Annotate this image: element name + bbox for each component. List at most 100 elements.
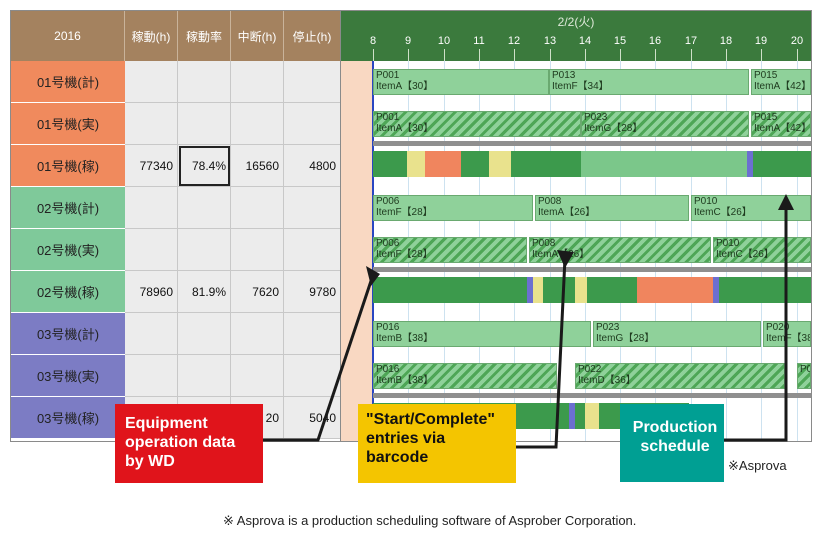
cell-operating-hours[interactable] bbox=[125, 313, 178, 355]
cell-stop-hours[interactable] bbox=[284, 187, 341, 229]
header-interruption-hours[interactable]: 中断(h) bbox=[231, 11, 284, 61]
row-label[interactable]: 03号機(実) bbox=[11, 355, 125, 397]
operation-segment bbox=[713, 277, 719, 303]
header-operating-rate[interactable]: 稼動率 bbox=[178, 11, 231, 61]
cell-operating-hours[interactable]: 78960 bbox=[125, 271, 178, 313]
cell-operating-hours[interactable] bbox=[125, 103, 178, 145]
cell-interruption-hours[interactable] bbox=[231, 313, 284, 355]
cell-stop-hours[interactable]: 4800 bbox=[284, 145, 341, 187]
operation-segment bbox=[587, 277, 637, 303]
header-operating-hours[interactable]: 稼動(h) bbox=[125, 11, 178, 61]
row-label[interactable]: 01号機(稼) bbox=[11, 145, 125, 187]
planned-op-bar[interactable]: P016 ItemB【38】 bbox=[373, 321, 591, 347]
cell-interruption-hours[interactable] bbox=[231, 61, 284, 103]
planned-op-bar[interactable]: P013 ItemF【34】 bbox=[549, 69, 749, 95]
operation-segment bbox=[373, 151, 407, 177]
planned-op-bar[interactable]: P006 ItemF【28】 bbox=[373, 195, 533, 221]
actual-op-bar[interactable]: P022 ItemD【36】 bbox=[575, 363, 785, 389]
schedule-callout: Production schedule bbox=[620, 404, 724, 482]
hour-tick bbox=[444, 49, 445, 61]
row-label[interactable]: 01号機(計) bbox=[11, 61, 125, 103]
operation-segment bbox=[575, 277, 587, 303]
hour-label: 16 bbox=[648, 35, 662, 47]
operation-segment bbox=[489, 151, 511, 177]
gantt-header: 2/2(火) 8 9 10 11 12 13 14 15 16 17 18 19 20 bbox=[341, 11, 811, 61]
actual-op-bar[interactable]: P0 bbox=[797, 363, 811, 389]
planned-op-bar[interactable]: P015 ItemA【42】 bbox=[751, 69, 811, 95]
cell-operating-hours[interactable] bbox=[125, 229, 178, 271]
row-label[interactable]: 03号機(稼) bbox=[11, 397, 125, 439]
row-label[interactable]: 02号機(実) bbox=[11, 229, 125, 271]
cell-operating-hours[interactable]: 77340 bbox=[125, 145, 178, 187]
hour-label: 10 bbox=[437, 35, 451, 47]
row-label[interactable]: 02号機(稼) bbox=[11, 271, 125, 313]
cell-operating-rate-selected[interactable]: 78.4% bbox=[178, 145, 231, 187]
actual-op-bar[interactable]: P023 ItemG【28】 bbox=[581, 111, 749, 137]
barcode-callout: "Start/Complete" entries via barcode bbox=[358, 404, 516, 483]
actual-op-bar[interactable]: P006 ItemF【28】 bbox=[373, 237, 527, 263]
header-year[interactable]: 2016 bbox=[11, 11, 125, 61]
hour-tick bbox=[620, 49, 621, 61]
planned-op-bar[interactable]: P023 ItemG【28】 bbox=[593, 321, 761, 347]
actual-gap-strip bbox=[373, 267, 811, 272]
cell-interruption-hours[interactable] bbox=[231, 187, 284, 229]
cell-operating-hours[interactable] bbox=[125, 187, 178, 229]
hour-tick bbox=[550, 49, 551, 61]
operation-segment bbox=[373, 277, 527, 303]
cell-operating-hours[interactable] bbox=[125, 61, 178, 103]
operation-segment bbox=[527, 277, 533, 303]
cell-interruption-hours[interactable] bbox=[231, 229, 284, 271]
row-label[interactable]: 02号機(計) bbox=[11, 187, 125, 229]
actual-gap-strip bbox=[373, 393, 811, 398]
actual-op-bar[interactable]: P015 ItemA【42】 bbox=[751, 111, 811, 137]
operation-segment bbox=[637, 277, 713, 303]
row-label[interactable]: 03号機(計) bbox=[11, 313, 125, 355]
actual-op-bar[interactable]: P010 ItemC【26】 bbox=[713, 237, 811, 263]
hour-label: 8 bbox=[369, 35, 377, 47]
hour-tick bbox=[373, 49, 374, 61]
cell-interruption-hours[interactable]: 16560 bbox=[231, 145, 284, 187]
cell-interruption-hours[interactable]: 7620 bbox=[231, 271, 284, 313]
operation-segment bbox=[747, 151, 753, 177]
hour-label: 17 bbox=[684, 35, 698, 47]
equipment-arrow bbox=[262, 277, 374, 442]
header-stop-hours[interactable]: 停止(h) bbox=[284, 11, 341, 61]
actual-op-bar[interactable]: P016 ItemB【38】 bbox=[373, 363, 557, 389]
equipment-table: 2016 稼動(h) 稼動率 中断(h) 停止(h) 01号機(計) 01号機(… bbox=[10, 10, 342, 442]
cell-operating-rate[interactable] bbox=[178, 103, 231, 145]
operation-segment bbox=[543, 277, 575, 303]
operation-segment bbox=[581, 151, 747, 177]
operation-segment bbox=[425, 151, 461, 177]
gantt-date: 2/2(火) bbox=[557, 15, 595, 29]
cell-operating-rate[interactable] bbox=[178, 61, 231, 103]
operation-segment bbox=[407, 151, 425, 177]
cell-operating-rate[interactable] bbox=[178, 187, 231, 229]
planned-op-bar[interactable]: P008 ItemA【26】 bbox=[535, 195, 689, 221]
arrow-head bbox=[778, 194, 794, 210]
cell-operating-rate[interactable] bbox=[178, 229, 231, 271]
cell-interruption-hours[interactable] bbox=[231, 355, 284, 397]
cell-stop-hours[interactable] bbox=[284, 61, 341, 103]
hour-tick bbox=[691, 49, 692, 61]
cell-operating-rate[interactable] bbox=[178, 313, 231, 355]
hour-label: 14 bbox=[578, 35, 592, 47]
barcode-arrow bbox=[516, 257, 567, 449]
hour-label: 12 bbox=[507, 35, 521, 47]
actual-op-bar[interactable]: P001 ItemA【30】 bbox=[373, 111, 581, 137]
cell-operating-rate[interactable] bbox=[178, 355, 231, 397]
hour-label: 11 bbox=[473, 35, 485, 47]
hour-tick bbox=[655, 49, 656, 61]
planned-op-bar[interactable]: P001 ItemA【30】 bbox=[373, 69, 549, 95]
operation-segment bbox=[753, 151, 811, 177]
row-label[interactable]: 01号機(実) bbox=[11, 103, 125, 145]
actual-gap-strip bbox=[373, 141, 811, 146]
cell-stop-hours[interactable] bbox=[284, 313, 341, 355]
equipment-callout: Equipment operation data by WD bbox=[115, 404, 263, 483]
cell-interruption-hours[interactable] bbox=[231, 103, 284, 145]
hour-tick bbox=[726, 49, 727, 61]
cell-operating-hours[interactable] bbox=[125, 355, 178, 397]
hour-tick bbox=[761, 49, 762, 61]
operation-segment bbox=[719, 277, 811, 303]
cell-operating-rate[interactable]: 81.9% bbox=[178, 271, 231, 313]
